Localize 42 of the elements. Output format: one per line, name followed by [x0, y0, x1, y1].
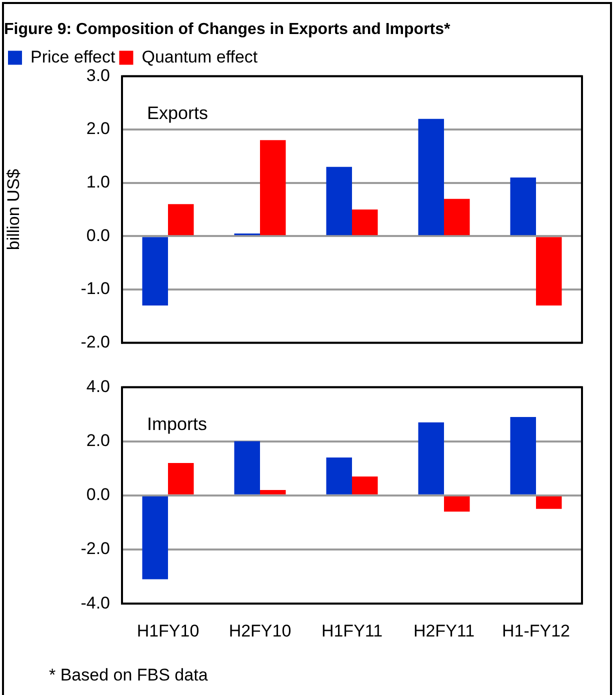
- x-tick-label: H2FY10: [228, 621, 292, 640]
- y-tick-label: 4.0: [86, 376, 110, 396]
- bar: [418, 422, 444, 494]
- bar: [142, 237, 168, 306]
- y-tick-label: 2.0: [86, 430, 110, 450]
- y-tick-label: -4.0: [80, 593, 110, 612]
- bar: [352, 476, 378, 494]
- y-axis-title: billion US$: [4, 168, 23, 250]
- text: * Based on FBS data: [49, 666, 208, 685]
- y-tick-label: 3.0: [86, 66, 110, 85]
- y-tick-label: 0.0: [86, 226, 110, 245]
- bar: [444, 198, 470, 236]
- bar: [352, 210, 378, 236]
- bar: [168, 204, 194, 236]
- y-tick-label: 0.0: [86, 485, 110, 504]
- legend-label: Price effect: [30, 47, 116, 66]
- y-tick-label: -2.0: [80, 539, 110, 558]
- bar: [168, 462, 194, 494]
- x-tick-label: H1-FY12: [502, 621, 570, 640]
- bar: [326, 166, 352, 236]
- bar: [326, 458, 352, 494]
- legend-label: Quantum effect: [142, 47, 258, 66]
- x-tick-label: H2FY11: [413, 621, 475, 640]
- bar: [536, 237, 562, 306]
- y-tick-label: -2.0: [80, 332, 110, 352]
- annotation: Imports: [147, 414, 208, 434]
- bar: [510, 178, 536, 236]
- x-tick-label: H1FY10: [136, 621, 200, 640]
- x-tick-label: H1FY11: [321, 621, 383, 640]
- annotation: Exports: [147, 103, 208, 124]
- bar: [510, 416, 536, 494]
- y-tick-label: 1.0: [86, 172, 110, 192]
- chart-title: Figure 9: Composition of Changes in Exports and Imports*: [4, 21, 452, 38]
- bar: [536, 496, 562, 509]
- bar: [142, 496, 168, 580]
- bar: [260, 490, 286, 494]
- bar: [260, 140, 286, 236]
- y-tick-label: 2.0: [86, 119, 110, 138]
- bar: [418, 118, 444, 236]
- bar: [444, 496, 470, 512]
- y-tick-label: -1.0: [80, 279, 110, 298]
- bar: [234, 441, 260, 494]
